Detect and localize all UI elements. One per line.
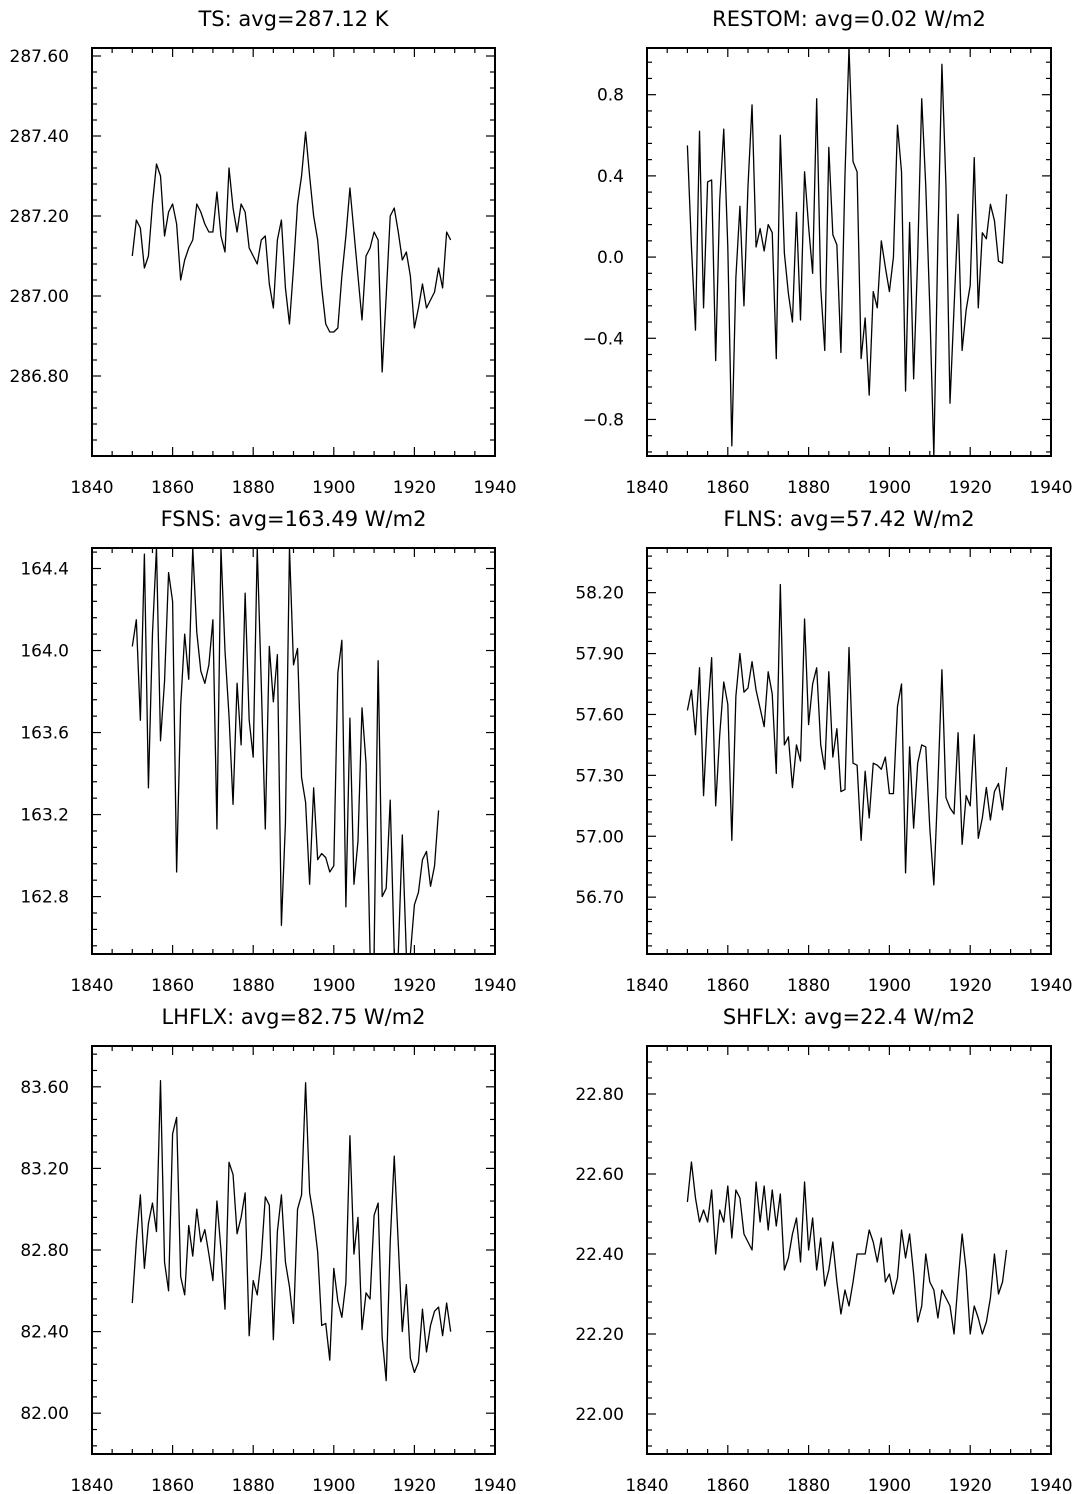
x-tick-label-lhflx: 1900: [312, 1476, 355, 1494]
x-tick-label-shflx: 1900: [868, 1476, 911, 1494]
y-tick-label-restom: 0.0: [597, 248, 624, 268]
x-tick-label-shflx: 1880: [787, 1476, 830, 1494]
x-tick-label-ts: 1840: [70, 478, 113, 498]
y-tick-label-flns: 58.20: [575, 584, 624, 604]
x-tick-label-ts: 1900: [312, 478, 355, 498]
y-tick-label-flns: 57.60: [575, 705, 624, 725]
plot-frame-lhflx: [91, 1045, 496, 1455]
x-tick-label-shflx: 1840: [625, 1476, 668, 1494]
x-tick-label-restom: 1900: [868, 478, 911, 498]
y-tick-label-restom: 0.8: [597, 86, 624, 106]
y-tick-label-lhflx: 82.40: [20, 1323, 69, 1343]
y-tick-label-lhflx: 83.60: [20, 1078, 69, 1098]
x-tick-label-ts: 1860: [151, 478, 194, 498]
plot-frame-fsns: [91, 547, 496, 955]
y-tick-label-fsns: 163.2: [20, 806, 69, 826]
y-tick-label-lhflx: 82.80: [20, 1241, 69, 1261]
x-tick-label-lhflx: 1940: [473, 1476, 516, 1494]
plot-frame-flns: [646, 547, 1052, 955]
chart-title-shflx: SHFLX: avg=22.4 W/m2: [723, 1005, 975, 1029]
y-tick-label-fsns: 164.0: [20, 642, 69, 662]
x-tick-label-flns: 1920: [949, 976, 992, 996]
x-tick-label-fsns: 1900: [312, 976, 355, 996]
y-tick-label-lhflx: 82.00: [20, 1404, 69, 1424]
y-tick-label-restom: −0.4: [583, 329, 624, 349]
panel-restom: RESTOM: avg=0.02 W/m2 1840 1860 1880 1900 192…: [583, 7, 1073, 498]
x-tick-label-flns: 1940: [1029, 976, 1072, 996]
chart-title-flns: FLNS: avg=57.42 W/m2: [723, 507, 974, 531]
y-tick-label-flns: 57.90: [575, 645, 624, 665]
plot-frame-ts: [91, 47, 496, 457]
series-line-flns: [686, 583, 1008, 886]
x-tick-label-restom: 1880: [787, 478, 830, 498]
x-tick-label-fsns: 1940: [473, 976, 516, 996]
x-tick-label-fsns: 1880: [232, 976, 275, 996]
y-tick-label-shflx: 22.40: [575, 1245, 624, 1265]
x-tick-label-fsns: 1860: [151, 976, 194, 996]
x-tick-label-shflx: 1940: [1029, 1476, 1072, 1494]
x-tick-label-flns: 1880: [787, 976, 830, 996]
chart-title-fsns: FSNS: avg=163.49 W/m2: [161, 507, 427, 531]
panel-ts: TS: avg=287.12 K 1840 1860 1880 1900 1920 1940…: [10, 7, 517, 498]
y-tick-label-restom: −0.8: [583, 410, 624, 430]
y-tick-label-shflx: 22.60: [575, 1165, 624, 1185]
x-tick-label-ts: 1920: [393, 478, 436, 498]
y-tick-label-ts: 287.20: [10, 207, 69, 227]
x-tick-label-lhflx: 1880: [232, 1476, 275, 1494]
x-tick-label-lhflx: 1860: [151, 1476, 194, 1494]
x-tick-label-restom: 1920: [949, 478, 992, 498]
y-tick-label-shflx: 22.00: [575, 1405, 624, 1425]
x-tick-label-flns: 1840: [625, 976, 668, 996]
x-tick-label-shflx: 1920: [949, 1476, 992, 1494]
plot-frame-restom: [646, 47, 1052, 457]
x-tick-label-lhflx: 1920: [393, 1476, 436, 1494]
x-tick-label-flns: 1860: [706, 976, 749, 996]
y-tick-label-flns: 56.70: [575, 888, 624, 908]
series-line-shflx: [686, 1161, 1008, 1335]
y-tick-label-restom: 0.4: [597, 167, 624, 187]
x-tick-label-shflx: 1860: [706, 1476, 749, 1494]
y-tick-label-shflx: 22.80: [575, 1085, 624, 1105]
panel-fsns: FSNS: avg=163.49 W/m2 1840 1860 1880 1900 192…: [20, 507, 516, 996]
y-tick-label-shflx: 22.20: [575, 1325, 624, 1345]
x-tick-label-lhflx: 1840: [70, 1476, 113, 1494]
y-tick-label-ts: 286.80: [10, 367, 69, 387]
chart-title-lhflx: LHFLX: avg=82.75 W/m2: [161, 1005, 425, 1029]
y-tick-label-lhflx: 83.20: [20, 1159, 69, 1179]
y-tick-label-fsns: 164.4: [20, 560, 69, 580]
x-tick-label-restom: 1940: [1029, 478, 1072, 498]
panel-lhflx: LHFLX: avg=82.75 W/m2 1840 1860 1880 1900 192…: [20, 1005, 516, 1494]
y-tick-label-ts: 287.60: [10, 47, 69, 67]
panel-shflx: SHFLX: avg=22.4 W/m2 1840 1860 1880 1900 1920…: [575, 1005, 1072, 1494]
y-tick-label-fsns: 163.6: [20, 724, 69, 744]
x-tick-label-fsns: 1840: [70, 976, 113, 996]
x-tick-label-ts: 1940: [473, 478, 516, 498]
plot-frame-shflx: [646, 1045, 1052, 1455]
series-line-fsns: [131, 548, 440, 954]
x-tick-label-flns: 1900: [868, 976, 911, 996]
chart-title-ts: TS: avg=287.12 K: [197, 7, 389, 31]
series-line-lhflx: [131, 1080, 452, 1382]
y-tick-label-flns: 57.00: [575, 827, 624, 847]
x-tick-label-fsns: 1920: [393, 976, 436, 996]
x-tick-label-restom: 1860: [706, 478, 749, 498]
y-tick-label-flns: 57.30: [575, 766, 624, 786]
y-tick-label-ts: 287.40: [10, 127, 69, 147]
series-line-restom: [686, 48, 1008, 456]
panel-flns: FLNS: avg=57.42 W/m2 1840 1860 1880 1900 1920…: [575, 507, 1072, 996]
y-tick-label-fsns: 162.8: [20, 888, 69, 908]
x-tick-label-restom: 1840: [625, 478, 668, 498]
x-tick-label-ts: 1880: [232, 478, 275, 498]
series-line-ts: [131, 131, 452, 373]
chart-title-restom: RESTOM: avg=0.02 W/m2: [712, 7, 986, 31]
y-tick-label-ts: 287.00: [10, 287, 69, 307]
